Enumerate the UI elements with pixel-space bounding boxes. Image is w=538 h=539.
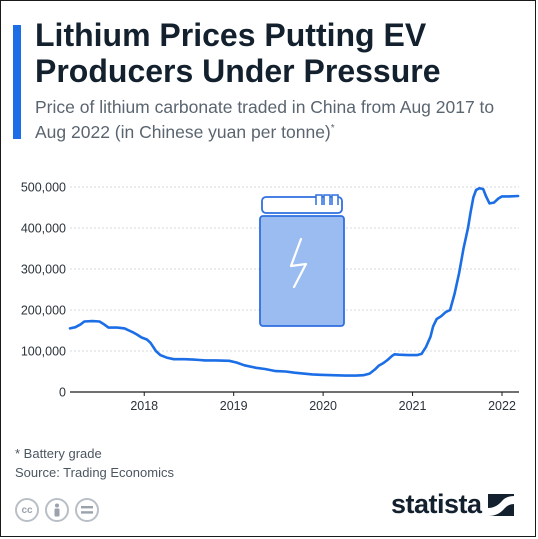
x-tick-label: 2021 <box>399 399 427 413</box>
no-derivatives-icon[interactable] <box>75 498 99 522</box>
x-tick-label: 2019 <box>220 399 248 413</box>
y-tick-label: 200,000 <box>21 304 66 318</box>
y-tick-label: 100,000 <box>21 345 66 359</box>
footnote: * Battery grade <box>15 446 102 461</box>
statista-logo-icon <box>487 493 514 516</box>
source-note: Source: Trading Economics <box>15 465 174 480</box>
license-icons: cc <box>15 498 99 522</box>
lightning-bolt-icon <box>289 237 308 289</box>
y-axis-ticks: 0 100,000 200,000 300,000 400,000 500,000 <box>21 181 66 400</box>
y-tick-label: 500,000 <box>21 181 66 195</box>
price-series-line <box>68 186 520 377</box>
title-accent-bar <box>13 25 21 139</box>
battery-tab-2 <box>323 194 331 205</box>
price-line-chart: 0 100,000 200,000 300,000 400,000 500,000 201… <box>21 181 520 413</box>
battery-tab-3 <box>331 194 339 205</box>
subtitle-asterisk: * <box>330 123 335 134</box>
chart-title: Lithium Prices Putting EV Producers Unde… <box>35 17 441 89</box>
battery-icon <box>259 194 345 327</box>
y-tick-label: 0 <box>59 386 66 400</box>
x-tick-label: 2022 <box>488 399 516 413</box>
statista-logo[interactable]: statista <box>391 489 516 520</box>
y-tick-label: 300,000 <box>21 263 66 277</box>
battery-terminal-bracket <box>261 196 343 214</box>
y-tick-label: 400,000 <box>21 222 66 236</box>
chart-subtitle: Price of lithium carbonate traded in Chi… <box>35 96 525 143</box>
subtitle-text: Price of lithium carbonate traded in Chi… <box>35 97 495 142</box>
attribution-icon[interactable] <box>45 498 69 522</box>
creative-commons-icon[interactable]: cc <box>15 498 39 522</box>
x-tick-label: 2020 <box>309 399 337 413</box>
brand-wordmark: statista <box>391 489 482 519</box>
x-axis-ticks: 2018 2019 2020 2021 2022 <box>130 392 516 413</box>
x-tick-label: 2018 <box>130 399 158 413</box>
battery-tab-1 <box>315 194 323 205</box>
